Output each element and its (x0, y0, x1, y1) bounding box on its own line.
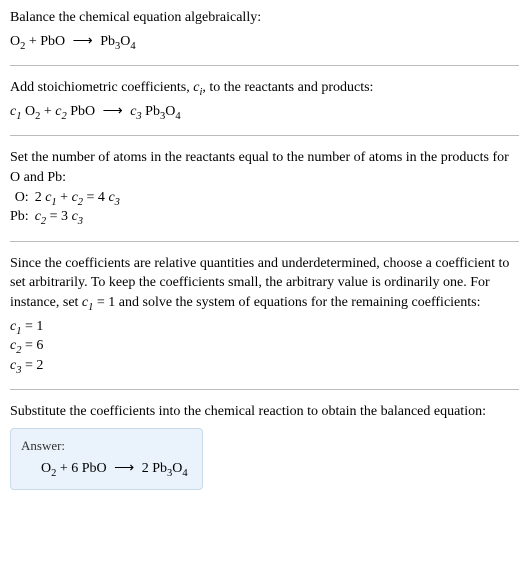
product-pb3o4: Pb3O4 (97, 34, 136, 49)
coef-c2: c2 = 6 (10, 336, 519, 356)
intro-section: Balance the chemical equation algebraica… (10, 8, 519, 51)
atoms-row-o: O: 2 c1 + c2 = 4 c3 (10, 188, 124, 208)
atoms-text: Set the number of atoms in the reactants… (10, 148, 519, 187)
stoich-section: Add stoichiometric coefficients, ci, to … (10, 78, 519, 121)
divider (10, 135, 519, 136)
coef-c1: c1 = 1 (10, 317, 519, 337)
divider (10, 389, 519, 390)
coefficient-list: c1 = 1 c2 = 6 c3 = 2 (10, 317, 519, 376)
stoich-text: Add stoichiometric coefficients, ci, to … (10, 78, 519, 98)
answer-box: Answer: O2 + 6 PbO ⟶ 2 Pb3O4 (10, 428, 203, 490)
answer-equation: O2 + 6 PbO ⟶ 2 Pb3O4 (21, 459, 188, 479)
reactant-o2: O2 (10, 34, 25, 49)
divider (10, 65, 519, 66)
reactant-pbo: + PbO (25, 34, 68, 49)
final-section: Substitute the coefficients into the che… (10, 402, 519, 489)
answer-label: Answer: (21, 437, 188, 455)
arrow-icon: ⟶ (99, 102, 127, 122)
pb-label: Pb: (10, 207, 35, 227)
atoms-row-pb: Pb: c2 = 3 c3 (10, 207, 124, 227)
coef-c3: c3 = 2 (10, 356, 519, 376)
final-text: Substitute the coefficients into the che… (10, 402, 519, 422)
atoms-equations: O: 2 c1 + c2 = 4 c3 Pb: c2 = 3 c3 (10, 188, 124, 227)
choose-text: Since the coefficients are relative quan… (10, 254, 519, 313)
divider (10, 241, 519, 242)
intro-equation: O2 + PbO ⟶ Pb3O4 (10, 32, 519, 52)
o-equation: 2 c1 + c2 = 4 c3 (35, 188, 124, 208)
choose-section: Since the coefficients are relative quan… (10, 254, 519, 376)
atoms-section: Set the number of atoms in the reactants… (10, 148, 519, 226)
o-label: O: (10, 188, 35, 208)
arrow-icon: ⟶ (110, 459, 138, 479)
intro-text: Balance the chemical equation algebraica… (10, 8, 519, 28)
pb-equation: c2 = 3 c3 (35, 207, 124, 227)
arrow-icon: ⟶ (69, 32, 97, 52)
stoich-equation: c1 O2 + c2 PbO ⟶ c3 Pb3O4 (10, 102, 519, 122)
